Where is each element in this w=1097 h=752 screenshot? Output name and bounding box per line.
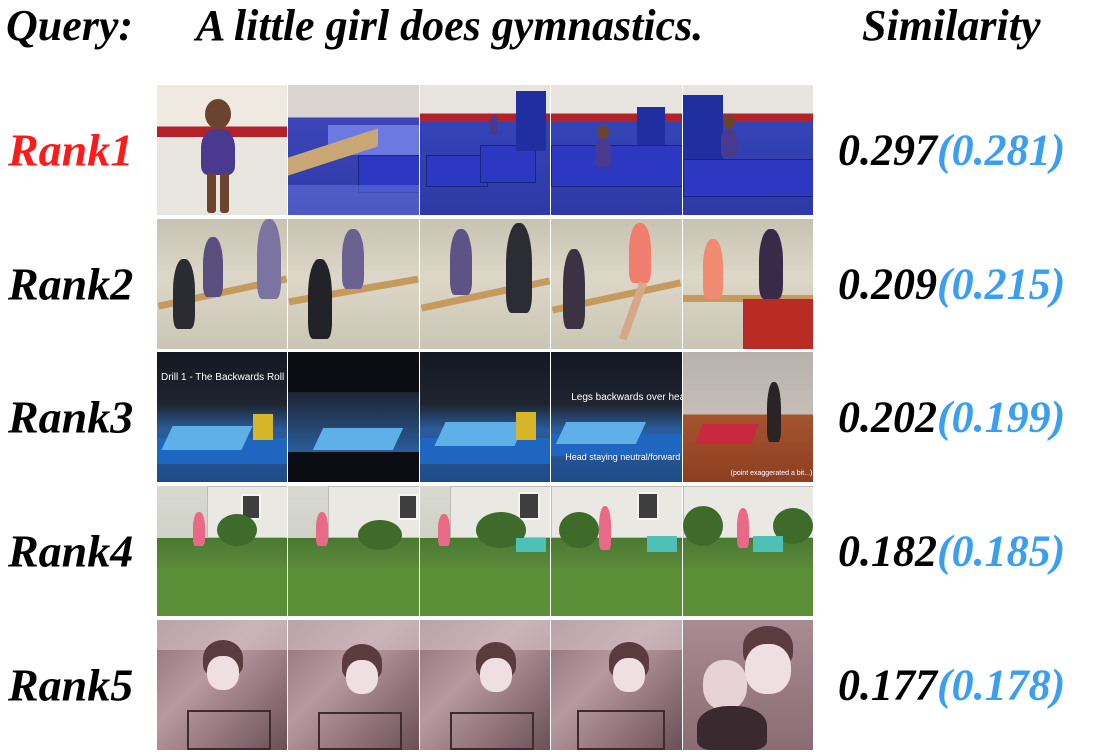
frame-strip-2 xyxy=(157,219,814,349)
result-row-3: Rank3 Drill 1 - The Backwards Roll Legs … xyxy=(0,352,1097,482)
video-frame xyxy=(288,352,419,482)
query-text: A little girl does gymnastics. xyxy=(196,1,704,50)
score-alt-value: (0.281) xyxy=(937,125,1066,175)
video-frame xyxy=(288,486,419,616)
video-frame xyxy=(682,219,814,349)
score-alt-value: (0.215) xyxy=(937,259,1066,309)
video-frame xyxy=(419,219,551,349)
score-value: 0.202 xyxy=(838,392,937,442)
video-frame xyxy=(682,486,814,616)
similarity-score-5: 0.177(0.178) xyxy=(838,660,1065,711)
video-frame xyxy=(288,620,419,750)
frame-strip-3: Drill 1 - The Backwards Roll Legs backwa… xyxy=(157,352,814,482)
score-alt-value: (0.178) xyxy=(937,660,1066,710)
video-frame xyxy=(551,620,682,750)
video-frame xyxy=(288,85,419,215)
frame-caption: Head staying neutral/forward xyxy=(565,452,681,462)
frame-caption: Drill 1 - The Backwards Roll xyxy=(161,372,285,383)
video-frame xyxy=(551,219,682,349)
score-value: 0.177 xyxy=(838,660,937,710)
query-label: Query: xyxy=(6,1,134,50)
video-frame: Legs backwards over head Head staying ne… xyxy=(551,352,682,482)
result-row-2: Rank2 0.209(0.21 xyxy=(0,219,1097,349)
result-row-1: Rank1 xyxy=(0,85,1097,215)
score-alt-value: (0.185) xyxy=(937,526,1066,576)
score-value: 0.209 xyxy=(838,259,937,309)
video-frame: (point exaggerated a bit...) xyxy=(682,352,814,482)
rank-label-3: Rank3 xyxy=(8,391,134,443)
rank-label-5: Rank5 xyxy=(8,659,134,711)
frame-caption: Legs backwards over head xyxy=(571,392,682,403)
result-row-4: Rank4 xyxy=(0,486,1097,616)
video-frame xyxy=(419,85,551,215)
frame-strip-5 xyxy=(157,620,814,750)
similarity-score-4: 0.182(0.185) xyxy=(838,526,1065,577)
score-value: 0.297 xyxy=(838,125,937,175)
video-frame xyxy=(157,620,288,750)
similarity-score-2: 0.209(0.215) xyxy=(838,259,1065,310)
rank-label-2: Rank2 xyxy=(8,258,134,310)
similarity-score-3: 0.202(0.199) xyxy=(838,392,1065,443)
video-frame xyxy=(682,85,814,215)
frame-strip-1 xyxy=(157,85,814,215)
video-frame xyxy=(157,85,288,215)
rank-label-4: Rank4 xyxy=(8,525,134,577)
video-frame xyxy=(419,620,551,750)
video-frame xyxy=(419,352,551,482)
video-frame xyxy=(288,219,419,349)
result-row-5: Rank5 xyxy=(0,620,1097,750)
score-value: 0.182 xyxy=(838,526,937,576)
video-frame xyxy=(157,219,288,349)
rank-label-1: Rank1 xyxy=(8,124,134,176)
frame-strip-4 xyxy=(157,486,814,616)
video-frame xyxy=(157,486,288,616)
video-frame xyxy=(419,486,551,616)
video-frame xyxy=(551,85,682,215)
video-frame xyxy=(551,486,682,616)
similarity-header: Similarity xyxy=(862,1,1041,50)
video-frame: Drill 1 - The Backwards Roll xyxy=(157,352,288,482)
video-frame xyxy=(682,620,814,750)
frame-caption: (point exaggerated a bit...) xyxy=(730,470,813,477)
similarity-score-1: 0.297(0.281) xyxy=(838,125,1065,176)
score-alt-value: (0.199) xyxy=(937,392,1066,442)
